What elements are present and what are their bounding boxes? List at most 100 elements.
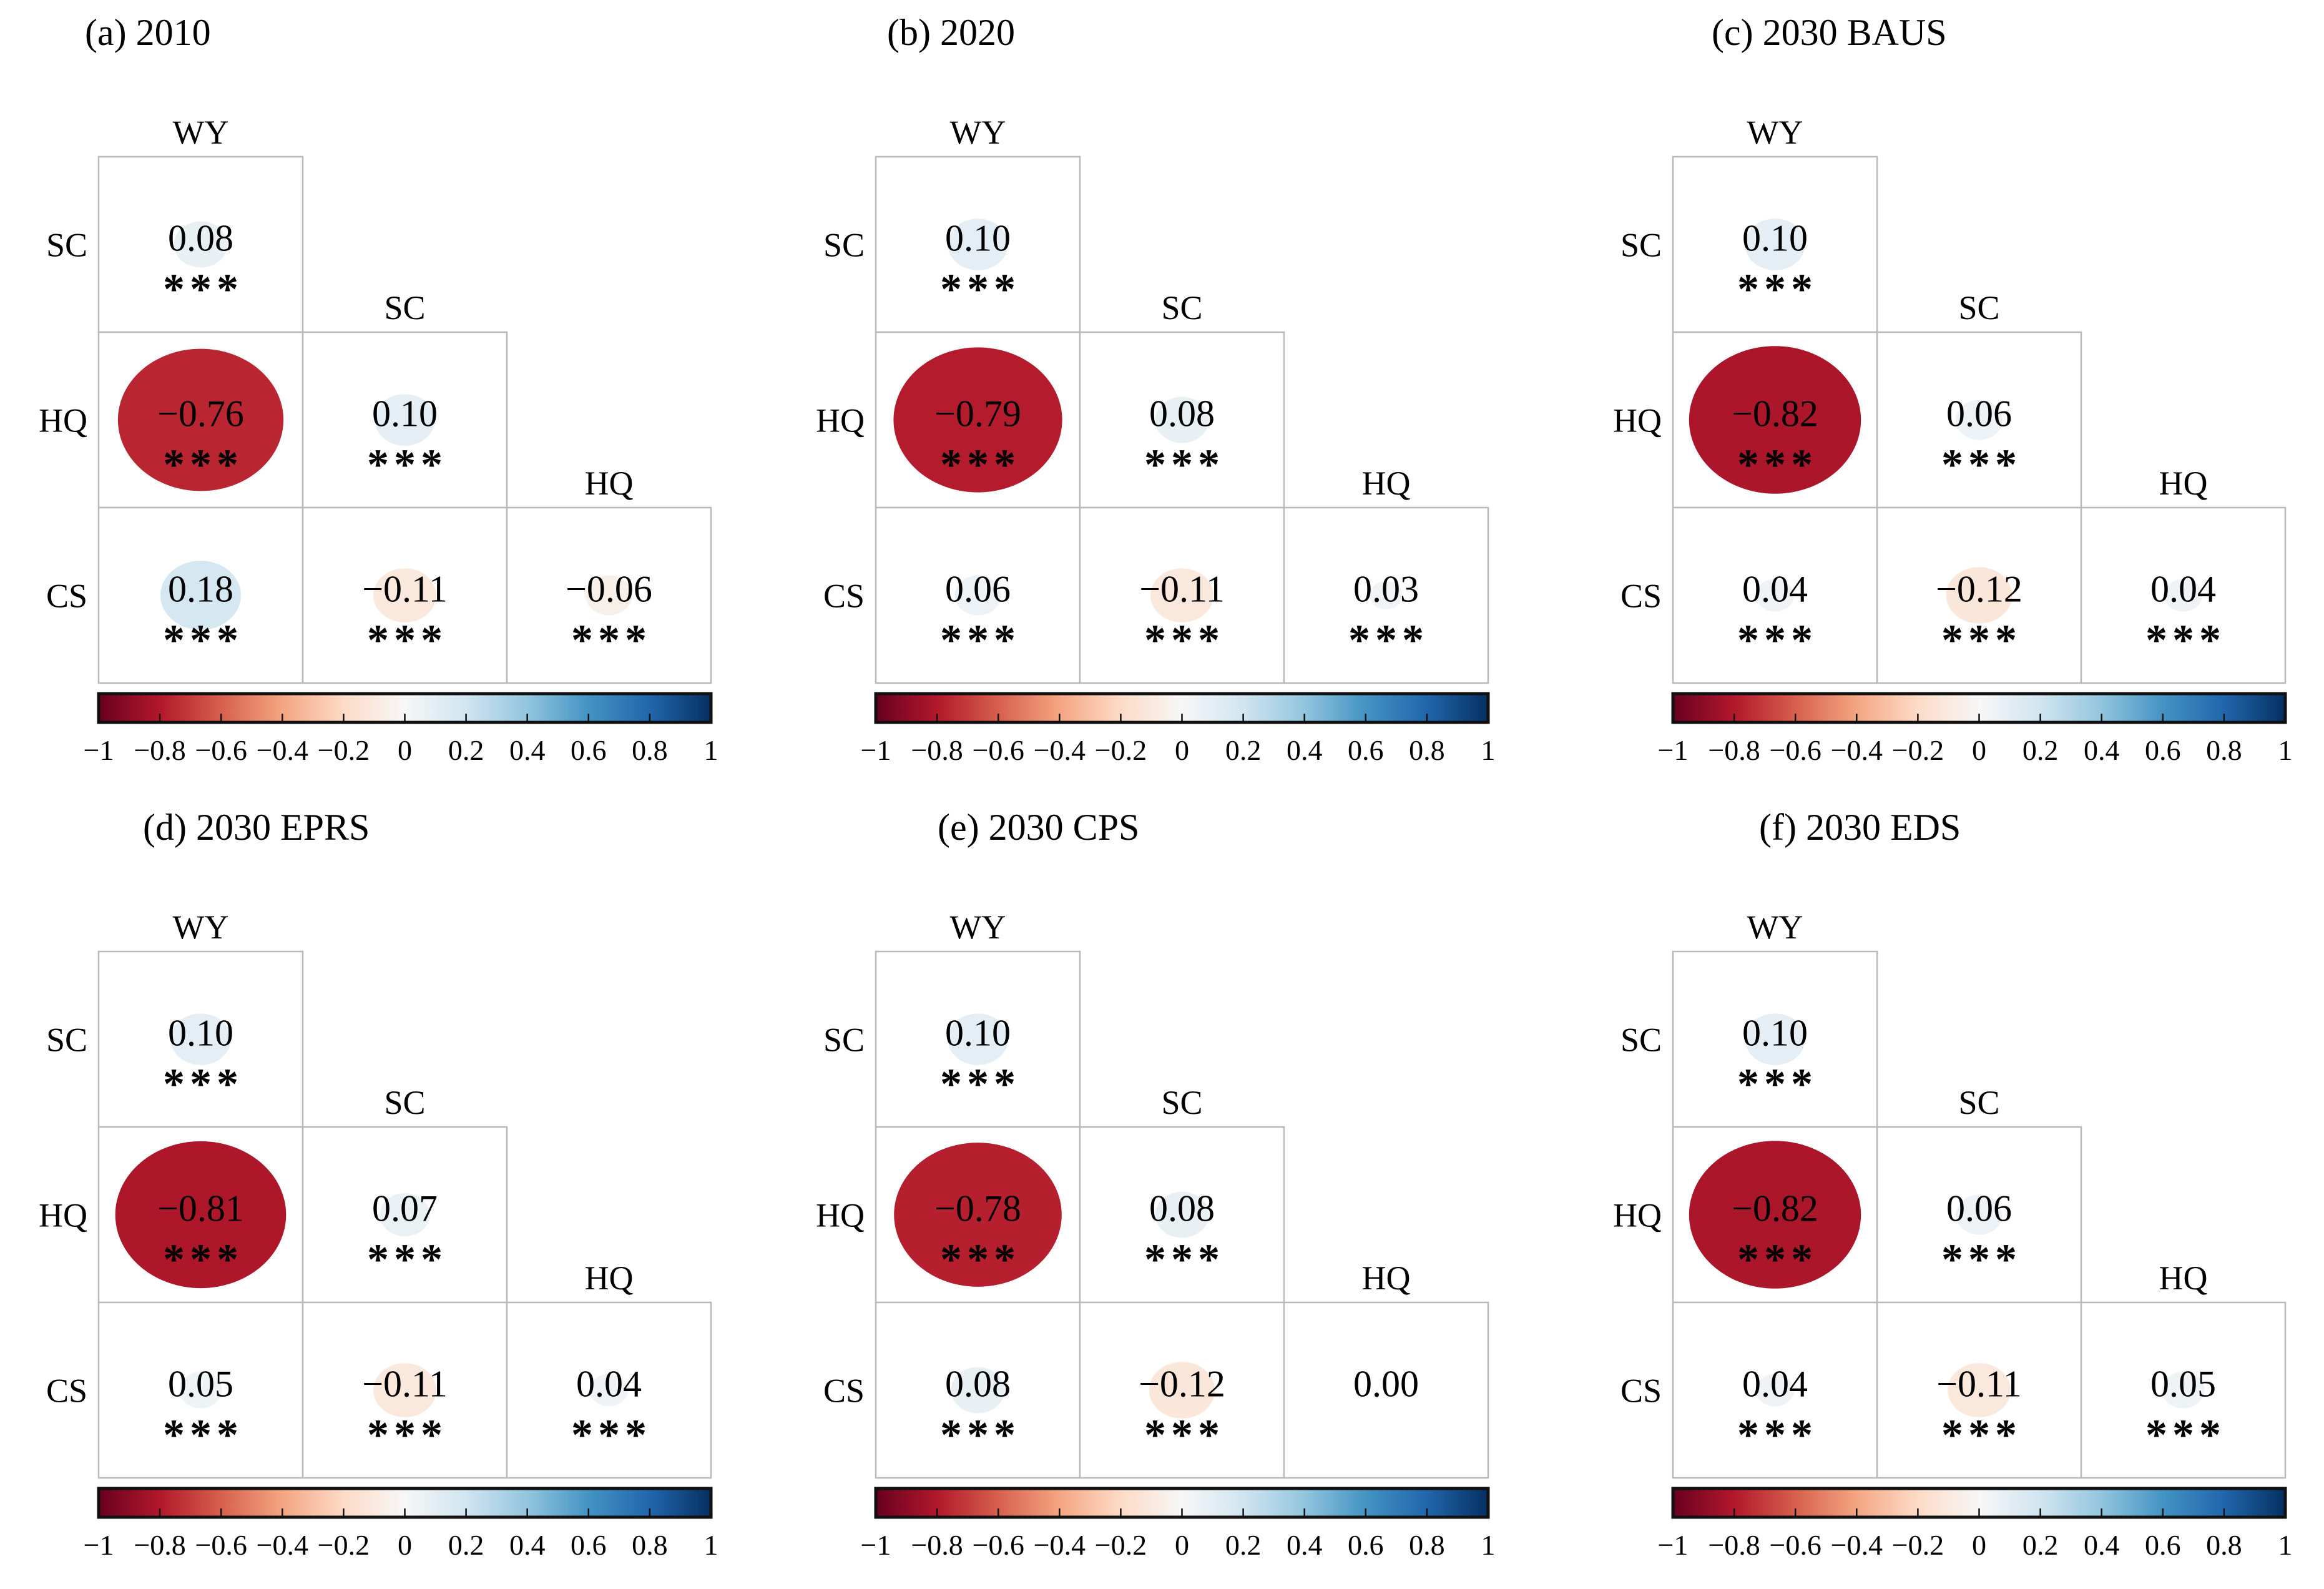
corr-value: 0.08 bbox=[945, 1364, 1011, 1405]
col-header-label: WY bbox=[1747, 114, 1803, 151]
significance-stars: *** bbox=[940, 1412, 1021, 1460]
corr-circle bbox=[586, 575, 632, 616]
significance-stars: *** bbox=[940, 266, 1021, 314]
row-label: HQ bbox=[816, 402, 865, 440]
corr-value: −0.78 bbox=[934, 1188, 1021, 1229]
corr-circle bbox=[179, 1372, 222, 1409]
significance-stars: *** bbox=[367, 441, 448, 489]
row-label: HQ bbox=[39, 402, 87, 440]
corr-value: 0.00 bbox=[1353, 1364, 1419, 1405]
col-header-label: HQ bbox=[2159, 465, 2208, 502]
row-label: CS bbox=[823, 578, 865, 615]
row-label: HQ bbox=[39, 1197, 87, 1234]
corr-value: 0.08 bbox=[1149, 393, 1215, 435]
colorbar-tick-label: 0.4 bbox=[509, 734, 546, 766]
colorbar-tick-label: 0.8 bbox=[2206, 1529, 2242, 1561]
significance-stars: *** bbox=[1348, 617, 1429, 665]
colorbar-tick-label: −1 bbox=[861, 1529, 891, 1561]
colorbar-tick-label: 0.4 bbox=[2084, 734, 2120, 766]
corr-circle bbox=[893, 347, 1062, 493]
colorbar-tick-label: −0.4 bbox=[257, 734, 308, 766]
colorbar-tick-label: −0.4 bbox=[1831, 734, 1883, 766]
panel-c: (c) 2030 BAUS WY SC HQ SC HQ CS 0.10 *** −0.82 ***… bbox=[1613, 12, 2293, 766]
significance-stars: *** bbox=[1144, 1236, 1225, 1284]
row-label: CS bbox=[823, 1372, 865, 1410]
colorbar-tick-label: 0.8 bbox=[1409, 1529, 1445, 1561]
colorbar-tick-label: −1 bbox=[1658, 1529, 1689, 1561]
colorbar-tick-label: 1 bbox=[2278, 1529, 2293, 1561]
colorbar-tick-label: 0.4 bbox=[509, 1529, 546, 1561]
corr-circle bbox=[174, 221, 228, 268]
significance-stars: *** bbox=[1737, 266, 1818, 314]
panel-d: (d) 2030 EPRSWYSCHQSCHQCS0.10***−0.81***… bbox=[39, 807, 718, 1561]
corr-value: 0.04 bbox=[1742, 1364, 1808, 1405]
significance-stars: *** bbox=[2145, 1412, 2226, 1460]
corr-circle bbox=[380, 1193, 430, 1237]
corr-circle bbox=[1155, 1191, 1209, 1238]
row-label: HQ bbox=[816, 1197, 865, 1234]
colorbar-tick-label: −0.2 bbox=[318, 1529, 370, 1561]
colorbar-tick-label: −0.6 bbox=[195, 1529, 247, 1561]
corr-value: 0.10 bbox=[1742, 1013, 1808, 1054]
corr-circle bbox=[1948, 1363, 2011, 1417]
row-label: SC bbox=[823, 1021, 865, 1059]
corr-value: −0.81 bbox=[157, 1188, 244, 1229]
colorbar-tick-label: 0.2 bbox=[448, 1529, 484, 1561]
colorbar-tick-label: 0 bbox=[1972, 1529, 1986, 1561]
colorbar-tick-label: 0.4 bbox=[1287, 1529, 1323, 1561]
colorbar-tick-label: 1 bbox=[704, 734, 718, 766]
colorbar-tick-label: 1 bbox=[2278, 734, 2293, 766]
significance-stars: *** bbox=[1941, 441, 2022, 489]
corr-value: 0.05 bbox=[2150, 1364, 2216, 1405]
significance-stars: *** bbox=[1144, 617, 1225, 665]
significance-stars: *** bbox=[1737, 1061, 1818, 1109]
corr-circle bbox=[375, 394, 435, 446]
corr-value: −0.11 bbox=[1936, 1364, 2022, 1405]
corr-value: −0.11 bbox=[362, 1364, 448, 1405]
panel-e: (e) 2030 CPS WY SC HQ SC HQ CS 0.10 *** −0.78 *** 0… bbox=[816, 807, 1496, 1561]
colorbar-tick-label: 0.2 bbox=[1225, 1529, 1262, 1561]
col-header-label: SC bbox=[384, 289, 425, 327]
colorbar-tick-label: −0.4 bbox=[1034, 734, 1086, 766]
col-header-label: SC bbox=[384, 1084, 425, 1121]
colorbar-tick-label: 0.8 bbox=[1409, 734, 1445, 766]
corr-circle bbox=[160, 561, 241, 630]
colorbar-tick-label: −0.2 bbox=[1892, 734, 1944, 766]
row-label: SC bbox=[46, 227, 87, 264]
corr-value: −0.11 bbox=[362, 569, 448, 610]
row-label: HQ bbox=[1613, 1197, 1662, 1234]
corr-circle bbox=[1946, 567, 2013, 624]
corr-circle bbox=[948, 219, 1008, 270]
significance-stars: *** bbox=[163, 617, 243, 665]
corr-circle bbox=[1756, 579, 1794, 612]
col-header-label: HQ bbox=[2159, 1259, 2208, 1297]
colorbar-tick-label: 0 bbox=[1972, 734, 1986, 766]
panel-title: (f) 2030 EDS bbox=[1759, 807, 1961, 848]
col-header-label: HQ bbox=[1362, 465, 1411, 502]
corr-value: −0.79 bbox=[934, 393, 1021, 435]
corr-value: 0.08 bbox=[168, 218, 233, 259]
colorbar-tick-label: −1 bbox=[861, 734, 891, 766]
colorbar-tick-label: 0.2 bbox=[2022, 734, 2059, 766]
significance-stars: *** bbox=[163, 1236, 243, 1284]
significance-stars: *** bbox=[1941, 617, 2022, 665]
significance-stars: *** bbox=[1941, 1236, 2022, 1284]
colorbar-tick-label: −0.2 bbox=[318, 734, 370, 766]
col-header-label: WY bbox=[1747, 908, 1803, 946]
colorbar-tick-label: 0.6 bbox=[2145, 1529, 2181, 1561]
significance-stars: *** bbox=[940, 441, 1021, 489]
significance-stars: *** bbox=[367, 617, 448, 665]
col-header-label: SC bbox=[1958, 289, 1999, 327]
significance-stars: *** bbox=[571, 1412, 652, 1460]
colorbar-tick-label: −1 bbox=[84, 1529, 114, 1561]
colorbar-tick-label: −0.6 bbox=[972, 1529, 1024, 1561]
panel-title: (a) 2010 bbox=[85, 12, 211, 53]
significance-stars: *** bbox=[163, 441, 243, 489]
col-header-label: HQ bbox=[585, 1259, 634, 1297]
corr-circle bbox=[2162, 1372, 2205, 1409]
colorbar-tick-label: −0.8 bbox=[1708, 1529, 1760, 1561]
corr-circle bbox=[373, 568, 436, 622]
colorbar-tick-label: −0.6 bbox=[1769, 1529, 1821, 1561]
corr-value: 0.04 bbox=[2150, 569, 2216, 610]
significance-stars: *** bbox=[163, 1412, 243, 1460]
